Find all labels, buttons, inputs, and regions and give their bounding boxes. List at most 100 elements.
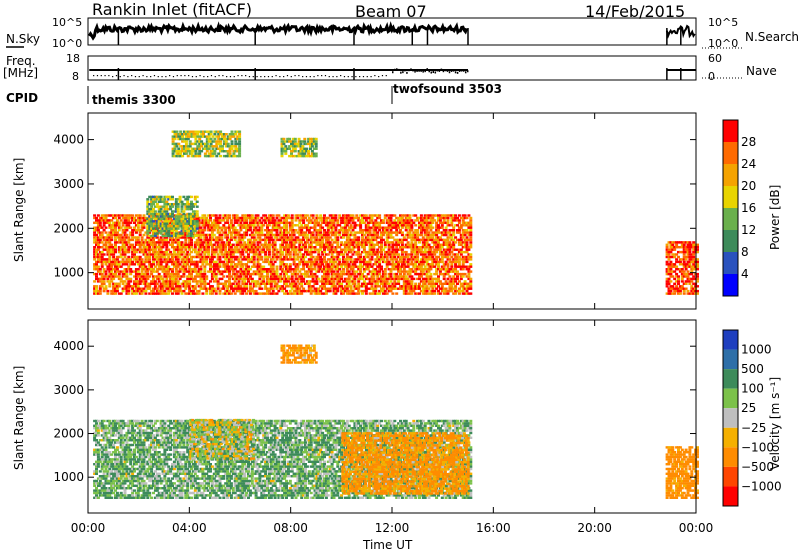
nave-dot (184, 75, 185, 76)
echo-cell (350, 251, 353, 253)
echo-cell (365, 214, 368, 216)
echo-cell (182, 290, 185, 292)
echo-cell (251, 231, 254, 233)
echo-cell (344, 227, 347, 229)
echo-cell (118, 283, 121, 285)
echo-cell (469, 280, 472, 282)
echo-cell (323, 249, 326, 251)
echo-cell (213, 234, 216, 236)
echo-cell (363, 258, 366, 260)
echo-cell (209, 219, 212, 221)
echo-cell (422, 224, 425, 226)
echo-cell (262, 224, 265, 226)
nave-dot (378, 76, 379, 77)
echo-cell (125, 270, 128, 272)
echo-cell (348, 270, 351, 272)
echo-cell (312, 231, 315, 233)
echo-cell (274, 261, 277, 263)
echo-cell (133, 217, 136, 219)
echo-cell (213, 229, 216, 231)
echo-cell (186, 251, 189, 253)
echo-cell (200, 285, 203, 287)
echo-cell (226, 219, 229, 221)
nave-dot (402, 71, 404, 73)
echo-cell (378, 214, 381, 216)
echo-cell (158, 273, 161, 275)
nave-dot (422, 71, 424, 73)
echo-cell (274, 244, 277, 246)
echo-cell (397, 244, 400, 246)
echo-cell (433, 292, 436, 294)
echo-cell (429, 224, 432, 226)
echo-cell (466, 261, 469, 263)
echo-cell (319, 266, 322, 268)
echo-cell (200, 270, 203, 272)
echo-cell (420, 234, 423, 236)
nave-dot (386, 75, 387, 76)
echo-cell (357, 246, 360, 248)
echo-cell (127, 290, 130, 292)
echo-cell (431, 280, 434, 282)
echo-cell (401, 217, 404, 219)
echo-cell (338, 224, 341, 226)
echo-cell (390, 280, 393, 282)
echo-cell (331, 239, 334, 241)
echo-cell (469, 244, 472, 246)
echo-cell (137, 285, 140, 287)
echo-cell (272, 266, 275, 268)
echo-cell (435, 251, 438, 253)
echo-cell (353, 273, 356, 275)
echo-cell (426, 241, 429, 243)
echo-cell (291, 222, 294, 224)
echo-cell (217, 280, 220, 282)
echo-cell (144, 251, 147, 253)
echo-cell (401, 241, 404, 243)
echo-cell (353, 263, 356, 265)
echo-cell (198, 292, 201, 294)
echo-cell (201, 244, 204, 246)
echo-cell (120, 292, 123, 294)
echo-cell (215, 261, 218, 263)
echo-cell (314, 268, 317, 270)
echo-cell (226, 288, 229, 290)
echo-cell (131, 244, 134, 246)
echo-cell (152, 208, 155, 210)
nave-dot (294, 75, 295, 76)
echo-cell (357, 236, 360, 238)
echo-cell (264, 214, 267, 216)
echo-cell (429, 268, 432, 270)
echo-cell (410, 224, 413, 226)
echo-cell (306, 241, 309, 243)
echo-cell (95, 275, 98, 277)
echo-cell (182, 251, 185, 253)
echo-cell (129, 258, 132, 260)
echo-cell (219, 266, 222, 268)
echo-cell (251, 278, 254, 280)
echo-cell (105, 244, 108, 246)
echo-cell (454, 236, 457, 238)
echo-cell (462, 263, 465, 265)
echo-cell (141, 236, 144, 238)
nave-dot (139, 76, 140, 77)
echo-cell (127, 251, 130, 253)
echo-cell (105, 273, 108, 275)
nave-dot (348, 76, 349, 77)
echo-cell (325, 261, 328, 263)
nave-dot (104, 75, 105, 76)
echo-cell (270, 285, 273, 287)
echo-cell (165, 239, 168, 241)
nave-dot (154, 75, 155, 76)
echo-cell (340, 283, 343, 285)
echo-cell (357, 239, 360, 241)
echo-cell (260, 288, 263, 290)
echo-cell (441, 224, 444, 226)
echo-cell (150, 206, 153, 208)
echo-cell (205, 278, 208, 280)
echo-cell (433, 253, 436, 255)
echo-cell (388, 249, 391, 251)
echo-cell (289, 263, 292, 265)
echo-cell (355, 214, 358, 216)
echo-cell (196, 283, 199, 285)
echo-cell (234, 236, 237, 238)
echo-cell (230, 246, 233, 248)
